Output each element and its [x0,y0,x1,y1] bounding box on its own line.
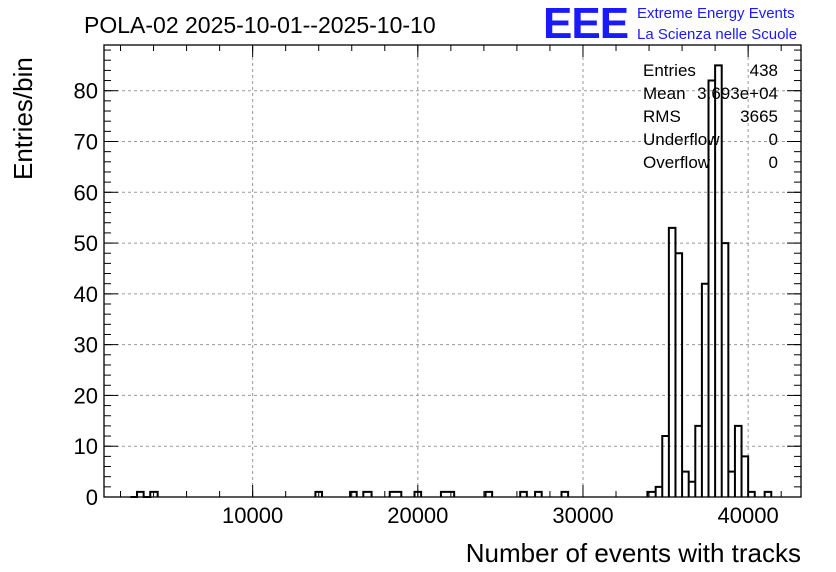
stat-value: 0 [769,153,778,172]
axis-ticks [104,45,801,498]
stat-value: 0 [769,130,778,149]
y-tick-label: 70 [74,129,98,154]
x-tick-label: 20000 [387,503,448,528]
y-tick-label: 40 [74,282,98,307]
y-tick-label: 10 [74,434,98,459]
stat-label: RMS [643,107,681,126]
y-tick-label: 60 [74,180,98,205]
stat-value: 3.693e+04 [697,84,778,103]
x-tick-label: 10000 [222,503,283,528]
y-tick-label: 80 [74,79,98,104]
plot-frame [103,44,802,498]
y-tick-label: 20 [74,383,98,408]
chart-title: POLA-02 2025-10-01--2025-10-10 [84,12,436,38]
y-tick-label: 30 [74,333,98,358]
tick-labels: 10000 20000 30000 40000 0 10 20 30 40 50 60 70 80 [74,79,779,528]
y-axis-label: Entries/bin [8,57,38,180]
logo-line-2: La Scienza nelle Scuole [637,26,797,43]
stats-box: Entries 438 Mean 3.693e+04 RMS 3665 Underflow 0… [643,61,778,172]
x-tick-label: 40000 [718,503,779,528]
stat-label: Underflow [643,130,720,149]
stat-label: Overflow [643,153,711,172]
y-tick-label: 50 [74,231,98,256]
eee-logo: EEE [543,0,628,48]
stat-value: 438 [750,61,778,80]
logo-line-1: Extreme Energy Events [637,5,795,22]
stat-label: Mean [643,84,686,103]
y-tick-label: 0 [86,485,98,510]
x-tick-label: 30000 [552,503,613,528]
stat-label: Entries [643,61,696,80]
x-axis-label: Number of events with tracks [466,538,801,568]
stat-value: 3665 [740,107,778,126]
grid-lines [104,45,801,497]
histogram-outline [130,64,773,498]
